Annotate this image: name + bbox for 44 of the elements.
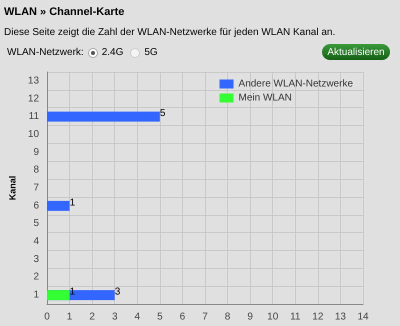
y-tick-label: 2 (33, 272, 40, 283)
data-label: 5 (160, 108, 166, 120)
x-tick-label: 13 (334, 312, 346, 322)
y-tick-label: 5 (33, 218, 40, 230)
y-axis-title: Kanal (8, 176, 18, 200)
y-tick-label: 3 (33, 254, 40, 265)
data-label: 1 (70, 197, 76, 208)
bar (47, 112, 160, 122)
y-tick-label: 4 (33, 236, 40, 248)
y-tick-label: 7 (33, 182, 40, 194)
y-tick-label: 8 (33, 164, 40, 176)
y-tick-label: 9 (33, 146, 40, 158)
text: 2.4G (102, 47, 124, 58)
chart-title: WLAN » Channel-Karte (4, 6, 124, 18)
x-tick-label: 6 (180, 312, 186, 322)
x-tick-label: 14 (357, 312, 369, 322)
data-label: 3 (114, 286, 121, 298)
y-tick-label: 11 (28, 111, 40, 122)
data-label: 1 (70, 286, 76, 298)
x-tick-label: 8 (224, 312, 231, 322)
x-tick-label: 4 (134, 312, 141, 322)
x-tick-label: 0 (44, 312, 50, 322)
x-tick-label: 12 (312, 312, 324, 322)
legend-label: Mein WLAN (238, 92, 292, 104)
x-tick-label: 10 (267, 312, 279, 322)
y-tick-label: 1 (33, 290, 40, 301)
x-tick-label: 7 (202, 312, 208, 322)
x-tick-label: 5 (157, 312, 164, 322)
text: Aktualisieren (322, 44, 390, 60)
legend-label: Andere WLAN-Netzwerke (238, 78, 354, 90)
y-tick-label: 13 (28, 75, 40, 86)
x-tick-label: 1 (66, 312, 73, 322)
text: 5G (144, 47, 158, 58)
text: WLAN-Netzwerk: (7, 47, 84, 58)
y-tick-label: 6 (33, 200, 40, 212)
chart-subtitle: Diese Seite zeigt die Zahl der WLAN-Netzwerke für jeden WLAN Kanal an. (4, 27, 336, 38)
x-tick-label: 3 (112, 312, 118, 322)
x-tick-label: 11 (290, 312, 301, 322)
x-tick-label: 9 (247, 312, 254, 322)
y-tick-label: 10 (28, 128, 40, 140)
bar (47, 200, 70, 211)
x-tick-label: 2 (89, 312, 96, 322)
bar (47, 290, 70, 300)
y-tick-label: 12 (28, 93, 40, 104)
